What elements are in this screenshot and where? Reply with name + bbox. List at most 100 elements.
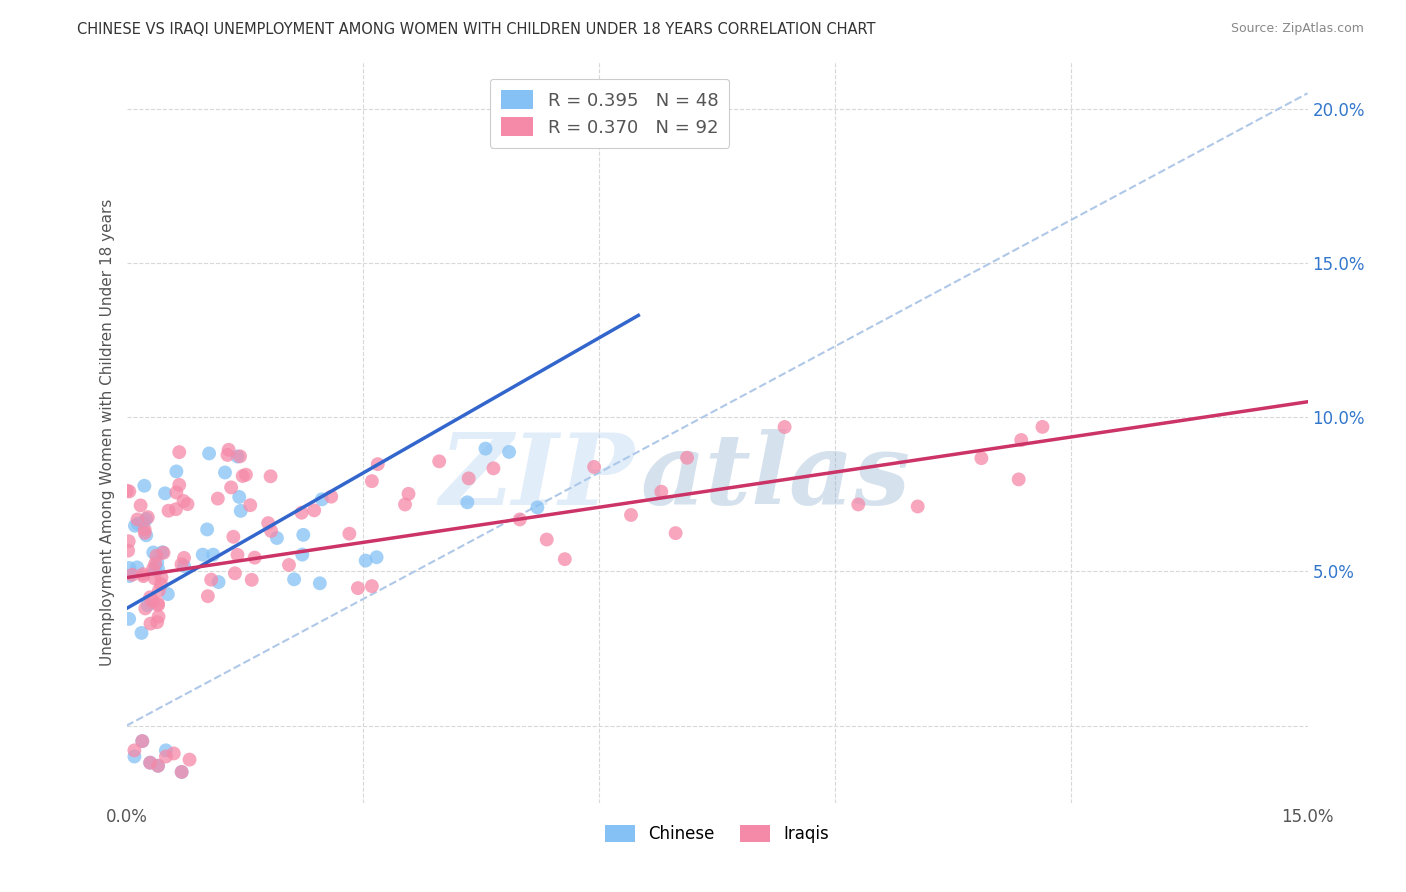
Point (173, 494, 195, 508)
Point (127, 512, 149, 526)
Point (146, 758, 169, 772)
Point (456, 495, 478, 509)
Point (398, 487, 420, 501)
Point (195, 523, 218, 537)
Point (143, 571, 166, 585)
Point (200, 573, 222, 587)
Point (214, 466, 236, 480)
Point (1008, 472, 1031, 486)
Point (1031, 420, 1053, 434)
Point (118, 569, 141, 583)
Point (222, 530, 245, 544)
Point (153, 486, 176, 500)
Point (127, 516, 149, 531)
Point (474, 442, 496, 456)
Point (337, 526, 360, 541)
Point (170, 764, 193, 779)
Point (156, 587, 179, 601)
Point (498, 445, 520, 459)
Point (970, 451, 993, 466)
Point (457, 471, 479, 485)
Point (134, 601, 156, 615)
Point (259, 469, 281, 483)
Point (1010, 433, 1032, 447)
Point (143, 562, 166, 576)
Point (124, 749, 146, 764)
Point (197, 589, 219, 603)
Point (148, 609, 170, 624)
Point (131, 734, 153, 748)
Point (132, 569, 155, 583)
Point (583, 459, 606, 474)
Point (367, 457, 389, 471)
Point (235, 467, 257, 482)
Point (257, 516, 280, 530)
Point (132, 515, 155, 529)
Point (131, 626, 153, 640)
Point (163, 747, 186, 761)
Point (155, 749, 177, 764)
Point (650, 484, 672, 499)
Text: Source: ZipAtlas.com: Source: ZipAtlas.com (1230, 22, 1364, 36)
Point (142, 561, 165, 575)
Point (665, 526, 688, 541)
Point (292, 528, 315, 542)
Point (124, 743, 146, 757)
Point (170, 558, 193, 572)
Point (226, 450, 249, 464)
Point (173, 550, 195, 565)
Point (354, 553, 377, 567)
Point (360, 474, 382, 488)
Point (141, 594, 163, 608)
Point (129, 499, 152, 513)
Point (308, 576, 330, 591)
Point (121, 567, 143, 582)
Point (132, 567, 155, 582)
Point (124, 518, 146, 533)
Point (155, 743, 177, 757)
Point (266, 531, 288, 545)
Point (143, 557, 166, 571)
Point (554, 552, 576, 566)
Point (165, 502, 187, 516)
Point (139, 756, 162, 770)
Point (170, 764, 193, 779)
Point (146, 598, 169, 612)
Point (167, 478, 190, 492)
Point (676, 450, 699, 465)
Point (846, 498, 869, 512)
Point (366, 550, 388, 565)
Point (620, 508, 643, 522)
Point (202, 548, 225, 562)
Point (134, 525, 156, 540)
Point (173, 559, 195, 574)
Point (240, 573, 263, 587)
Point (134, 479, 156, 493)
Point (773, 420, 796, 434)
Point (283, 572, 305, 586)
Text: CHINESE VS IRAQI UNEMPLOYMENT AMONG WOMEN WITH CHILDREN UNDER 18 YEARS CORRELATI: CHINESE VS IRAQI UNEMPLOYMENT AMONG WOME… (77, 22, 876, 37)
Point (165, 485, 187, 500)
Point (224, 566, 246, 581)
Point (118, 561, 141, 575)
Point (152, 546, 174, 560)
Point (311, 492, 333, 507)
Point (260, 524, 283, 538)
Point (360, 579, 382, 593)
Point (291, 506, 314, 520)
Point (239, 498, 262, 512)
Point (142, 545, 165, 559)
Point (321, 490, 343, 504)
Point (148, 562, 170, 576)
Point (907, 500, 929, 514)
Point (150, 570, 173, 584)
Point (347, 581, 370, 595)
Point (131, 734, 153, 748)
Point (136, 510, 159, 524)
Point (127, 560, 149, 574)
Point (219, 480, 242, 494)
Point (139, 756, 162, 770)
Point (146, 597, 169, 611)
Point (207, 575, 229, 590)
Point (226, 548, 249, 562)
